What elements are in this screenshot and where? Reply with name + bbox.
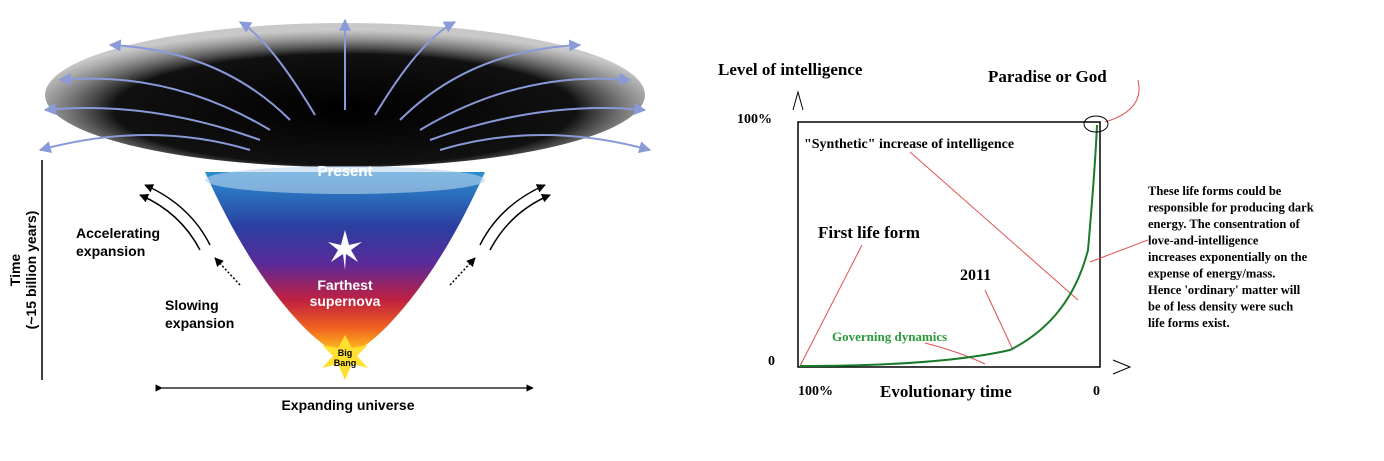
x-axis-label: Evolutionary time bbox=[880, 382, 1012, 401]
synthetic-label: "Synthetic" increase of intelligence bbox=[804, 137, 1014, 152]
peak-ring bbox=[1083, 115, 1109, 133]
expansion-arrows bbox=[38, 18, 652, 153]
x-arrow bbox=[1112, 359, 1132, 375]
note-line: Hence 'ordinary' matter will bbox=[1148, 283, 1301, 297]
x-left-label: 100% bbox=[798, 384, 833, 399]
first-life-label: First life form bbox=[818, 223, 920, 242]
y-bottom-label: 0 bbox=[768, 354, 775, 369]
present-disk bbox=[205, 166, 485, 194]
x-right-label: 0 bbox=[1093, 384, 1100, 399]
supernova-label: Farthest bbox=[317, 277, 373, 293]
note-line: be of less density were such bbox=[1148, 300, 1293, 314]
frame bbox=[797, 121, 1101, 368]
accelerating-label: Accelerating bbox=[76, 225, 160, 241]
supernova-star bbox=[328, 230, 362, 270]
side-arrows bbox=[139, 184, 551, 286]
present-label: Present bbox=[317, 163, 372, 180]
y-arrow bbox=[792, 90, 804, 111]
note-line: responsible for producing dark bbox=[1148, 201, 1314, 215]
time-axis-label: (~15 billion years) bbox=[23, 211, 39, 330]
note: These life forms could be responsible for… bbox=[1148, 184, 1314, 330]
peak-label: Paradise or God bbox=[988, 67, 1107, 86]
y-top-label: 100% bbox=[737, 112, 772, 127]
growth-curve bbox=[799, 124, 1098, 367]
note-line: life forms exist. bbox=[1148, 316, 1230, 330]
note-line: These life forms could be bbox=[1148, 184, 1282, 198]
accelerating-label: expansion bbox=[76, 243, 145, 259]
y-axis-label: Level of intelligence bbox=[718, 60, 863, 79]
big-bang-burst bbox=[322, 335, 368, 380]
note-line: energy. The consentration of bbox=[1148, 217, 1301, 231]
intelligence-diagram: Level of intelligence 100% 0 100% Evolut… bbox=[718, 60, 1314, 401]
supernova-label: supernova bbox=[310, 293, 381, 309]
slowing-label: Slowing bbox=[165, 297, 219, 313]
big-bang-label: Big bbox=[338, 348, 353, 358]
note-line: expense of energy/mass. bbox=[1148, 267, 1275, 281]
cosmology-diagram: Present Accelerating expansion Slowing e… bbox=[7, 18, 652, 413]
governing-label: Governing dynamics bbox=[832, 329, 947, 344]
note-line: love-and-intelligence bbox=[1148, 234, 1259, 248]
slowing-label: expansion bbox=[165, 315, 234, 331]
note-line: increases exponentially on the bbox=[1148, 250, 1308, 264]
big-bang-label: Bang bbox=[334, 358, 357, 368]
pointer-lines bbox=[799, 79, 1149, 367]
year-label: 2011 bbox=[960, 267, 991, 284]
time-axis-label: Time bbox=[7, 254, 23, 287]
expanding-label: Expanding universe bbox=[281, 397, 414, 413]
